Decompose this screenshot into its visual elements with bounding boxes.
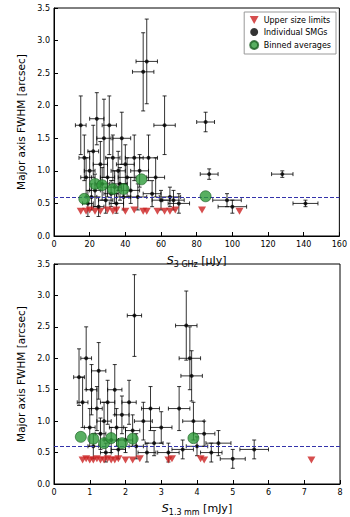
svg-text:0.5: 0.5 <box>37 199 50 208</box>
svg-text:1.0: 1.0 <box>37 417 50 426</box>
svg-text:S: S <box>162 502 169 515</box>
svg-text:1.0: 1.0 <box>37 166 50 175</box>
svg-text:Upper size limits: Upper size limits <box>264 16 331 25</box>
svg-text:5: 5 <box>230 488 235 497</box>
svg-text:2.0: 2.0 <box>37 354 50 363</box>
svg-text:Major axis FWHM [arcsec]: Major axis FWHM [arcsec] <box>15 306 27 442</box>
svg-text:[μJy]: [μJy] <box>198 254 227 267</box>
svg-text:1.5: 1.5 <box>37 385 50 394</box>
svg-text:Major axis FWHM [arcsec]: Major axis FWHM [arcsec] <box>15 54 27 190</box>
svg-text:Individual SMGs: Individual SMGs <box>264 28 328 37</box>
svg-text:140: 140 <box>296 240 311 249</box>
svg-text:1.5: 1.5 <box>37 134 50 143</box>
svg-text:0.0: 0.0 <box>37 480 50 489</box>
svg-text:6: 6 <box>266 488 271 497</box>
svg-text:160: 160 <box>332 240 347 249</box>
svg-text:40: 40 <box>120 240 130 249</box>
svg-text:0.0: 0.0 <box>37 232 50 241</box>
svg-text:4: 4 <box>194 488 199 497</box>
svg-text:60: 60 <box>156 240 166 249</box>
svg-text:1.3 mm: 1.3 mm <box>169 508 200 517</box>
svg-text:2.5: 2.5 <box>37 322 50 331</box>
svg-text:3.5: 3.5 <box>37 260 50 269</box>
svg-text:100: 100 <box>225 240 240 249</box>
svg-text:Binned averages: Binned averages <box>264 41 331 50</box>
svg-text:0: 0 <box>51 240 56 249</box>
svg-text:120: 120 <box>260 240 275 249</box>
svg-text:2.0: 2.0 <box>37 101 50 110</box>
svg-text:80: 80 <box>192 240 202 249</box>
svg-text:0: 0 <box>51 488 56 497</box>
svg-text:8: 8 <box>337 488 342 497</box>
svg-text:[mJy]: [mJy] <box>200 502 233 515</box>
svg-text:S: S <box>167 254 174 267</box>
svg-text:2: 2 <box>123 488 128 497</box>
svg-text:0.5: 0.5 <box>37 448 50 457</box>
svg-text:3.5: 3.5 <box>37 4 50 13</box>
svg-text:20: 20 <box>85 240 95 249</box>
svg-text:2.5: 2.5 <box>37 69 50 78</box>
svg-text:3.0: 3.0 <box>37 36 50 45</box>
svg-text:3: 3 <box>159 488 164 497</box>
svg-text:7: 7 <box>302 488 307 497</box>
svg-text:3 GHz: 3 GHz <box>174 260 198 269</box>
svg-text:3.0: 3.0 <box>37 291 50 300</box>
svg-text:1: 1 <box>87 488 92 497</box>
